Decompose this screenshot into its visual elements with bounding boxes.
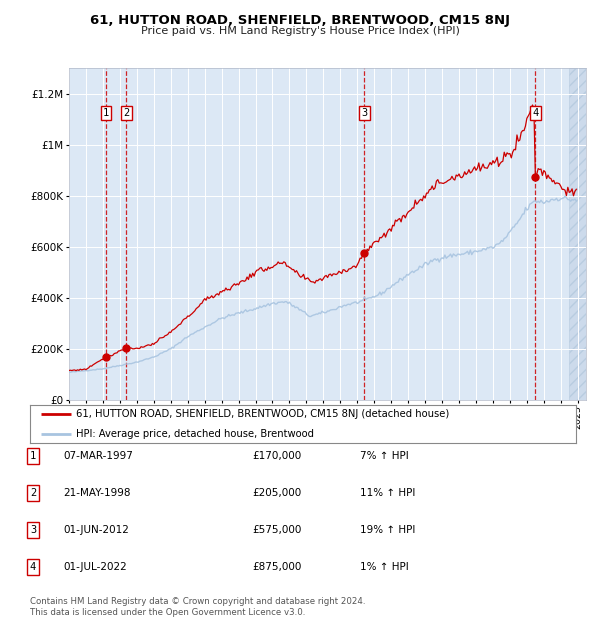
Text: 01-JUL-2022: 01-JUL-2022 (63, 562, 127, 572)
Text: This data is licensed under the Open Government Licence v3.0.: This data is licensed under the Open Gov… (30, 608, 305, 617)
Text: 4: 4 (532, 108, 538, 118)
Text: 07-MAR-1997: 07-MAR-1997 (63, 451, 133, 461)
Text: 2: 2 (30, 488, 36, 498)
Text: 01-JUN-2012: 01-JUN-2012 (63, 525, 129, 535)
Text: £575,000: £575,000 (252, 525, 301, 535)
Text: 1: 1 (30, 451, 36, 461)
Text: 3: 3 (361, 108, 368, 118)
Text: Price paid vs. HM Land Registry's House Price Index (HPI): Price paid vs. HM Land Registry's House … (140, 26, 460, 36)
Text: £875,000: £875,000 (252, 562, 301, 572)
Text: 1: 1 (103, 108, 109, 118)
Text: 3: 3 (30, 525, 36, 535)
Text: 19% ↑ HPI: 19% ↑ HPI (360, 525, 415, 535)
Text: 7% ↑ HPI: 7% ↑ HPI (360, 451, 409, 461)
Bar (569, 68, 586, 400)
Text: 11% ↑ HPI: 11% ↑ HPI (360, 488, 415, 498)
Text: 4: 4 (30, 562, 36, 572)
Text: £170,000: £170,000 (252, 451, 301, 461)
Text: HPI: Average price, detached house, Brentwood: HPI: Average price, detached house, Bren… (76, 428, 314, 439)
Text: 61, HUTTON ROAD, SHENFIELD, BRENTWOOD, CM15 8NJ: 61, HUTTON ROAD, SHENFIELD, BRENTWOOD, C… (90, 14, 510, 27)
Text: 61, HUTTON ROAD, SHENFIELD, BRENTWOOD, CM15 8NJ (detached house): 61, HUTTON ROAD, SHENFIELD, BRENTWOOD, C… (76, 409, 449, 420)
Text: 1% ↑ HPI: 1% ↑ HPI (360, 562, 409, 572)
Text: £205,000: £205,000 (252, 488, 301, 498)
Text: 2: 2 (123, 108, 130, 118)
Text: 21-MAY-1998: 21-MAY-1998 (63, 488, 131, 498)
Text: Contains HM Land Registry data © Crown copyright and database right 2024.: Contains HM Land Registry data © Crown c… (30, 597, 365, 606)
